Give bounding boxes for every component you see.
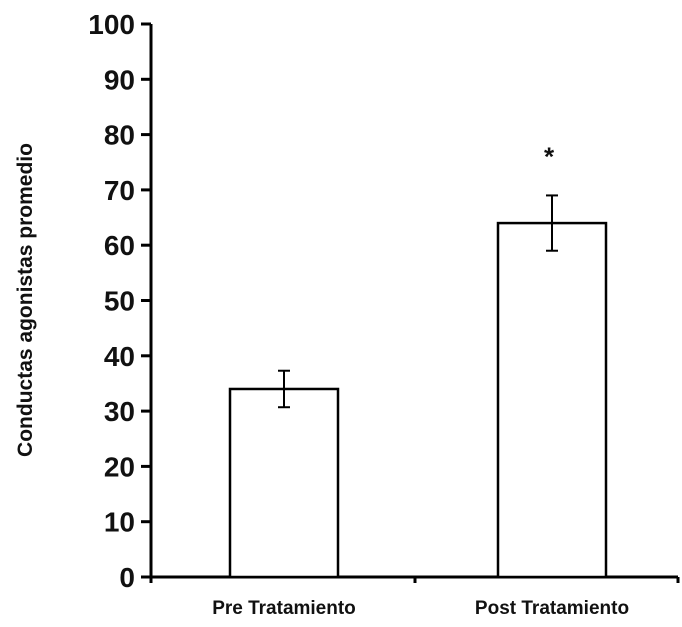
bar-1: [228, 387, 340, 579]
y-tick-label: 0: [119, 562, 135, 593]
y-tick-label: 10: [104, 507, 135, 538]
y-tick-label: 100: [88, 9, 135, 40]
y-tick-label: 50: [104, 286, 135, 317]
bar-2: [496, 221, 608, 579]
y-tick-label: 90: [104, 64, 135, 95]
y-tick-label: 80: [104, 120, 135, 151]
y-tick-label: 60: [104, 230, 135, 261]
y-tick-label: 20: [104, 451, 135, 482]
bars: *: [228, 141, 608, 579]
y-axis: 0 10 20 30 40 50 60 70 80 90 100: [88, 9, 153, 593]
x-tick-label: Post Tratamiento: [475, 598, 629, 619]
y-tick-label: 30: [104, 396, 135, 427]
x-axis: Pre Tratamiento Post Tratamiento: [149, 575, 680, 619]
significance-marker: *: [544, 141, 555, 171]
y-tick-label: 70: [104, 175, 135, 206]
y-axis-label: Conductas agonistas promedio: [14, 143, 37, 457]
x-tick-label: Pre Tratamiento: [212, 598, 356, 619]
y-tick-label: 40: [104, 341, 135, 372]
